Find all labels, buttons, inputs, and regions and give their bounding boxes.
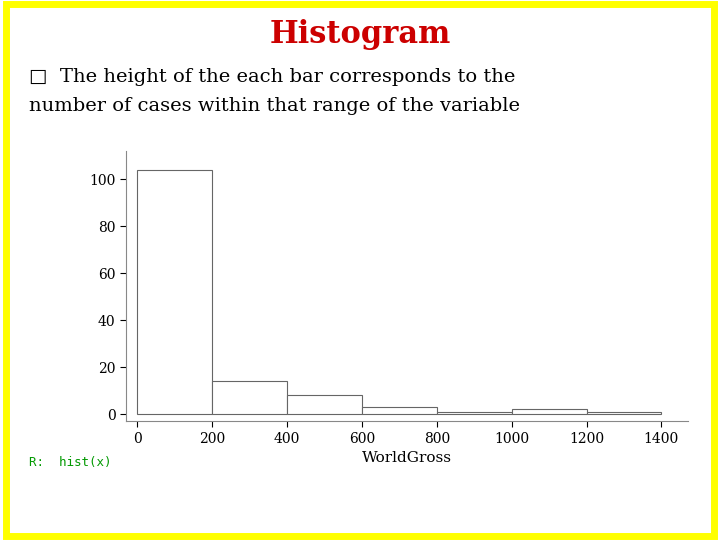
Text: R:  hist(x): R: hist(x)	[29, 456, 112, 469]
Bar	[138, 170, 212, 414]
Bar	[512, 409, 587, 414]
X-axis label: WorldGross: WorldGross	[362, 451, 452, 465]
Text: Histogram: Histogram	[269, 19, 451, 50]
Text: number of cases within that range of the variable: number of cases within that range of the…	[29, 97, 520, 115]
Bar	[287, 395, 362, 414]
Bar	[587, 412, 662, 414]
Bar	[437, 412, 512, 414]
Bar	[362, 407, 437, 414]
Bar	[212, 381, 287, 414]
Text: Statistics: Unlocking the Power of Data: Statistics: Unlocking the Power of Data	[11, 513, 348, 528]
Text: □  The height of the each bar corresponds to the: □ The height of the each bar corresponds…	[29, 68, 516, 85]
Text: Lock⁵: Lock⁵	[663, 513, 709, 528]
